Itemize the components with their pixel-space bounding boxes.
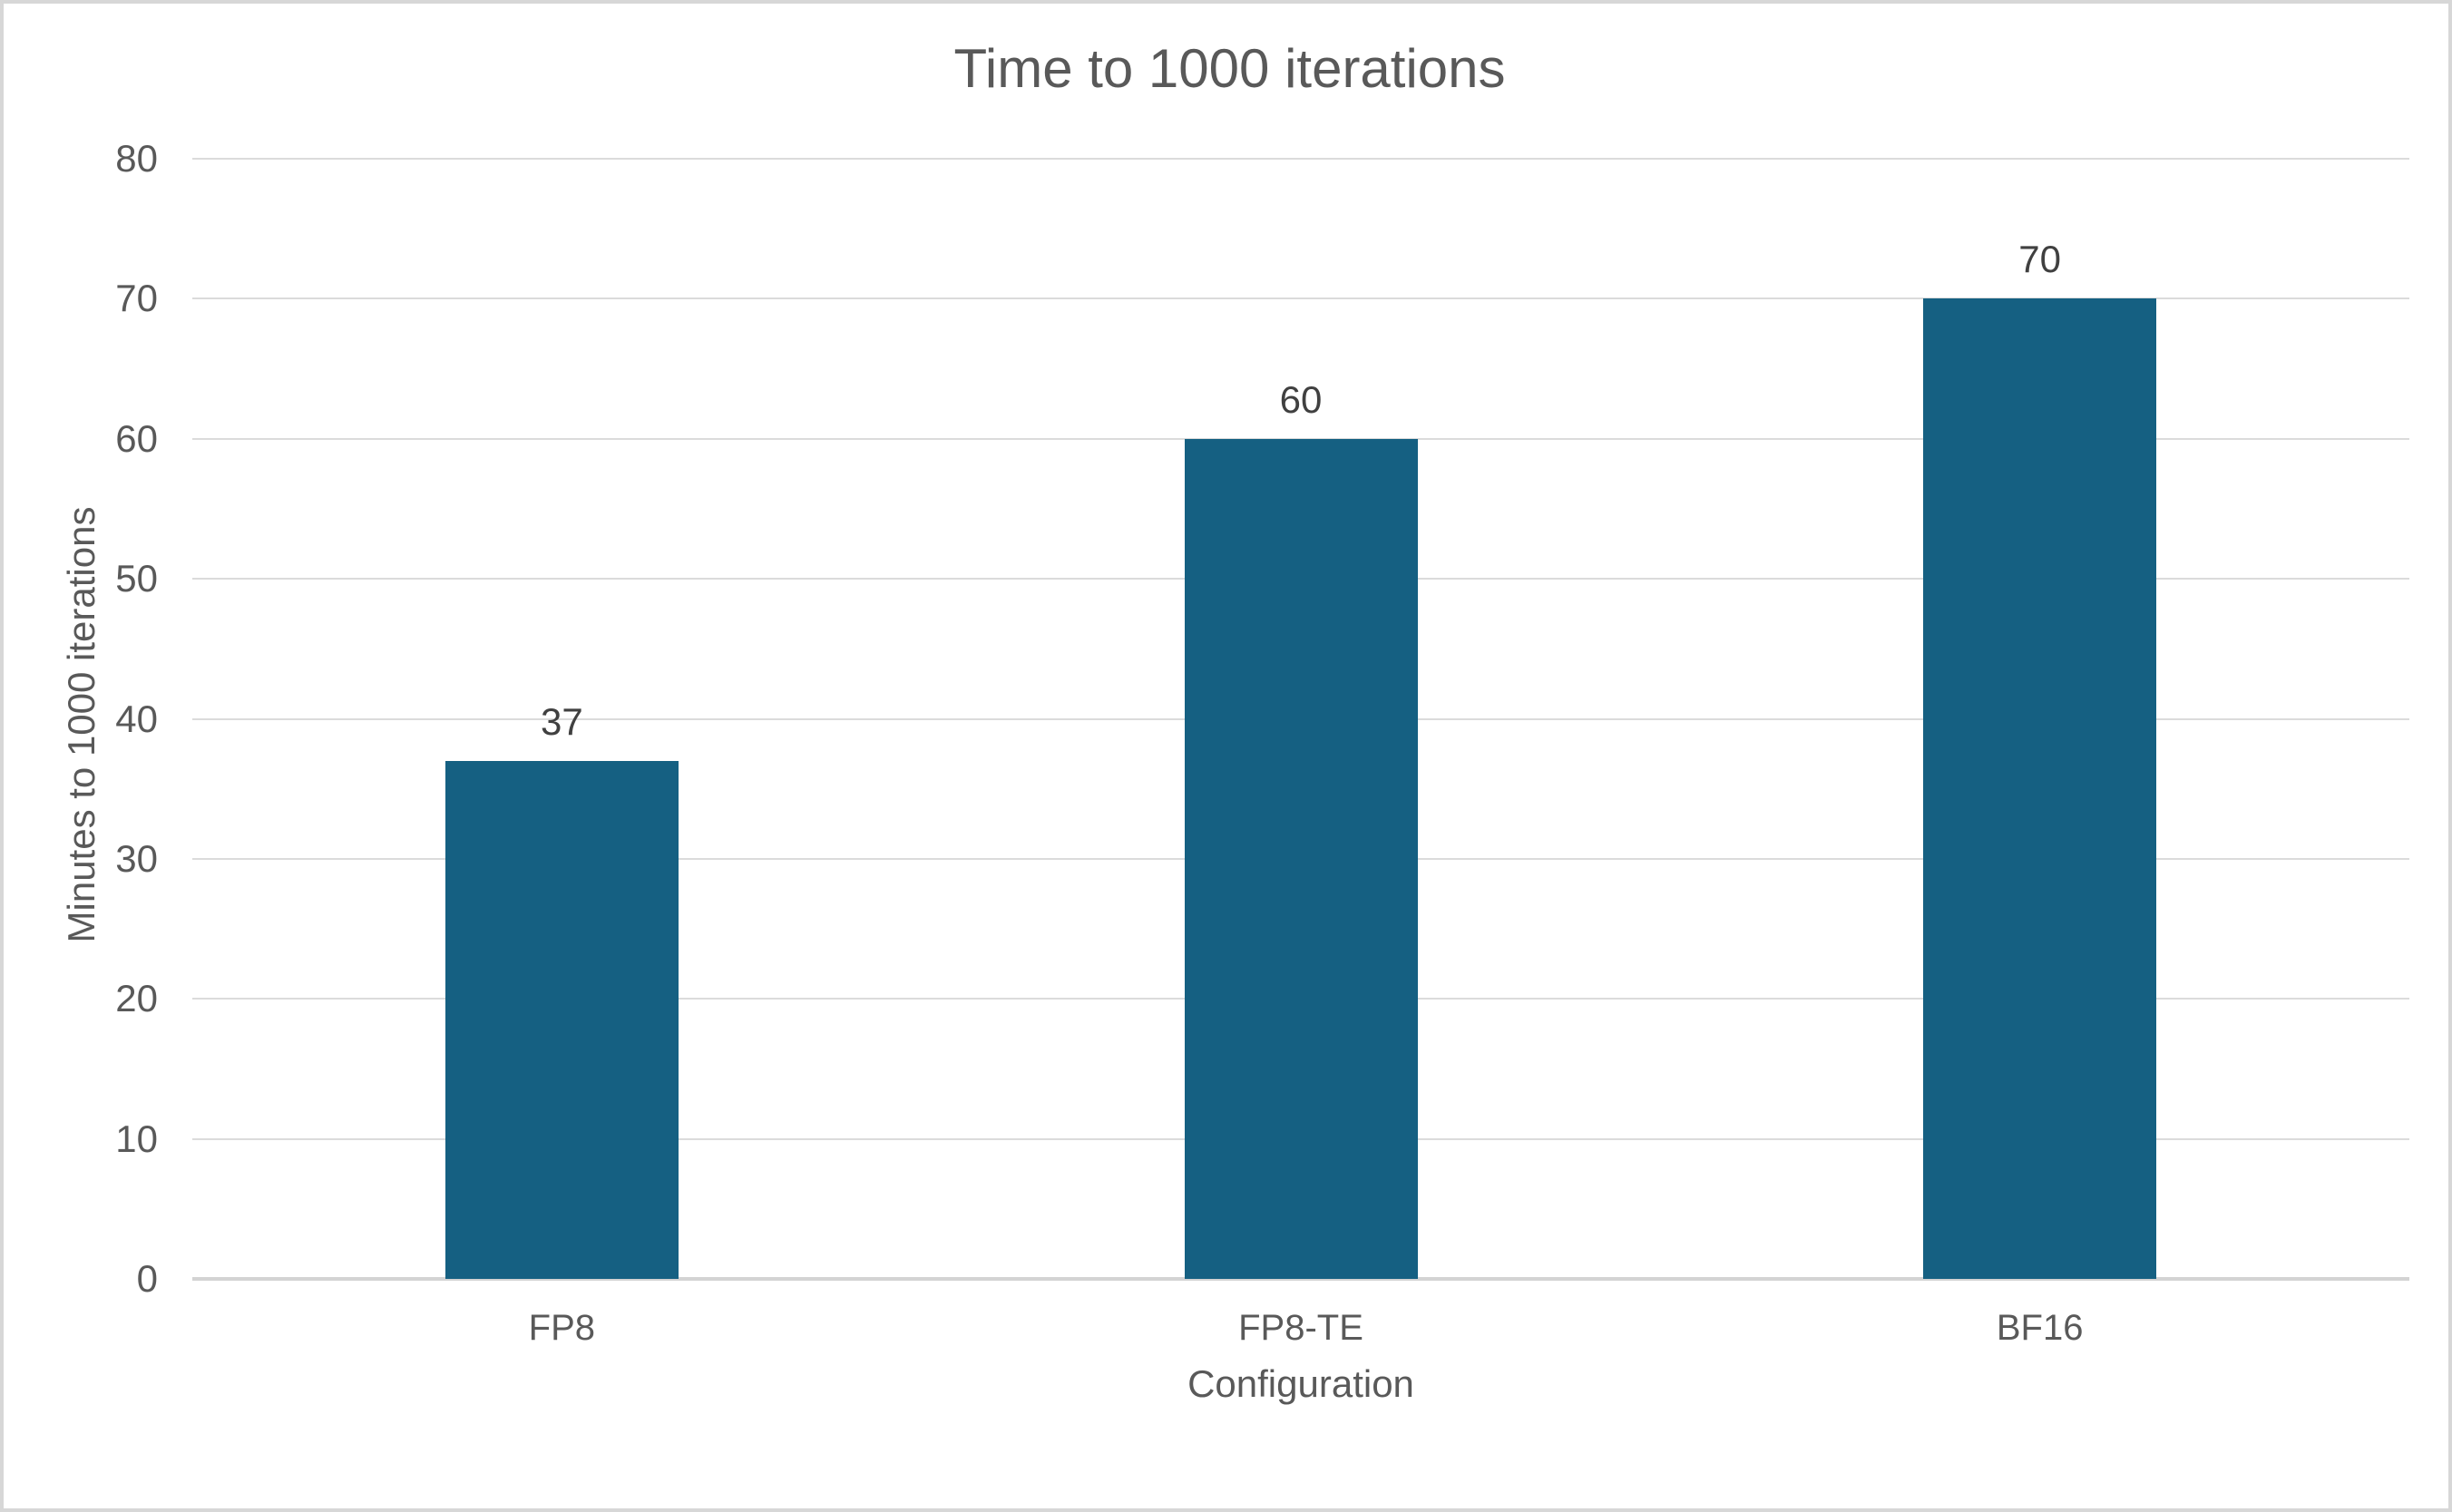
- x-tick-label: BF16: [1996, 1308, 2084, 1348]
- chart-title: Time to 1000 iterations: [953, 38, 1506, 99]
- x-tick-label: FP8-TE: [1238, 1308, 1363, 1348]
- y-tick-label: 80: [115, 137, 158, 180]
- bar-FP8-TE: [1185, 439, 1418, 1279]
- y-tick-label: 10: [115, 1117, 158, 1160]
- y-tick-label: 0: [136, 1257, 158, 1300]
- x-axis-title: Configuration: [1187, 1362, 1414, 1405]
- data-label: 37: [540, 699, 583, 743]
- y-tick-label: 40: [115, 697, 158, 740]
- y-tick-label: 60: [115, 416, 158, 460]
- plot-area: 37 60 70: [192, 158, 2409, 1281]
- gridline: [192, 437, 2409, 440]
- x-tick-label: FP8: [528, 1308, 596, 1348]
- data-label: 60: [1279, 377, 1323, 421]
- bar-FP8: [445, 761, 679, 1279]
- gridline: [192, 298, 2409, 300]
- y-tick-label: 50: [115, 557, 158, 600]
- y-tick-label: 20: [115, 977, 158, 1020]
- y-tick-label: 70: [115, 277, 158, 320]
- x-axis-line: [192, 1277, 2409, 1281]
- data-label: 70: [2018, 238, 2062, 281]
- y-tick-label: 30: [115, 836, 158, 880]
- gridline: [192, 158, 2409, 160]
- bar-BF16: [1923, 298, 2156, 1279]
